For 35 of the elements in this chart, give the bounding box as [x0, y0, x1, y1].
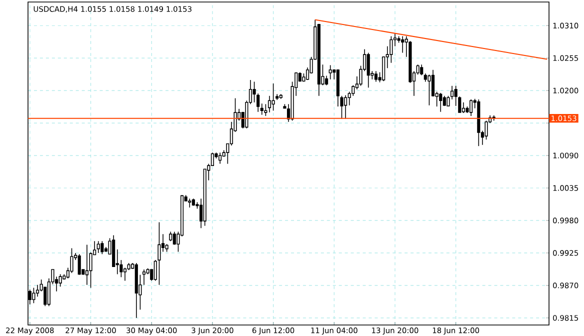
candlestick — [85, 244, 88, 286]
candlestick — [462, 102, 465, 114]
candlestick — [366, 52, 370, 88]
candlestick — [340, 95, 344, 120]
candlestick — [100, 240, 104, 255]
candlestick — [431, 70, 435, 97]
candlestick — [58, 274, 62, 288]
candlestick — [188, 198, 192, 208]
candlestick — [401, 36, 404, 54]
candlestick — [172, 231, 176, 246]
candlestick — [470, 99, 473, 116]
candlestick — [439, 92, 442, 112]
candlestick — [328, 64, 332, 80]
candlestick — [454, 85, 458, 106]
candlestick — [169, 231, 172, 242]
candlestick — [260, 103, 264, 116]
candlestick — [78, 254, 81, 276]
candlestick — [428, 74, 431, 106]
candlestick — [374, 70, 378, 82]
candlestick — [324, 75, 328, 86]
candlestick — [32, 287, 36, 304]
candlestick — [268, 95, 272, 113]
candlestick — [158, 222, 161, 286]
candlestick — [420, 64, 424, 76]
candlestick — [256, 93, 260, 112]
candlestick — [218, 152, 222, 164]
candlestick — [142, 269, 146, 286]
candlestick — [272, 83, 275, 112]
candlestick — [96, 240, 100, 254]
candlestick — [264, 104, 268, 116]
candlestick — [344, 94, 348, 120]
candlestick — [442, 95, 446, 106]
candlestick — [123, 267, 127, 282]
candlestick — [382, 56, 386, 82]
candlestick — [36, 284, 40, 298]
